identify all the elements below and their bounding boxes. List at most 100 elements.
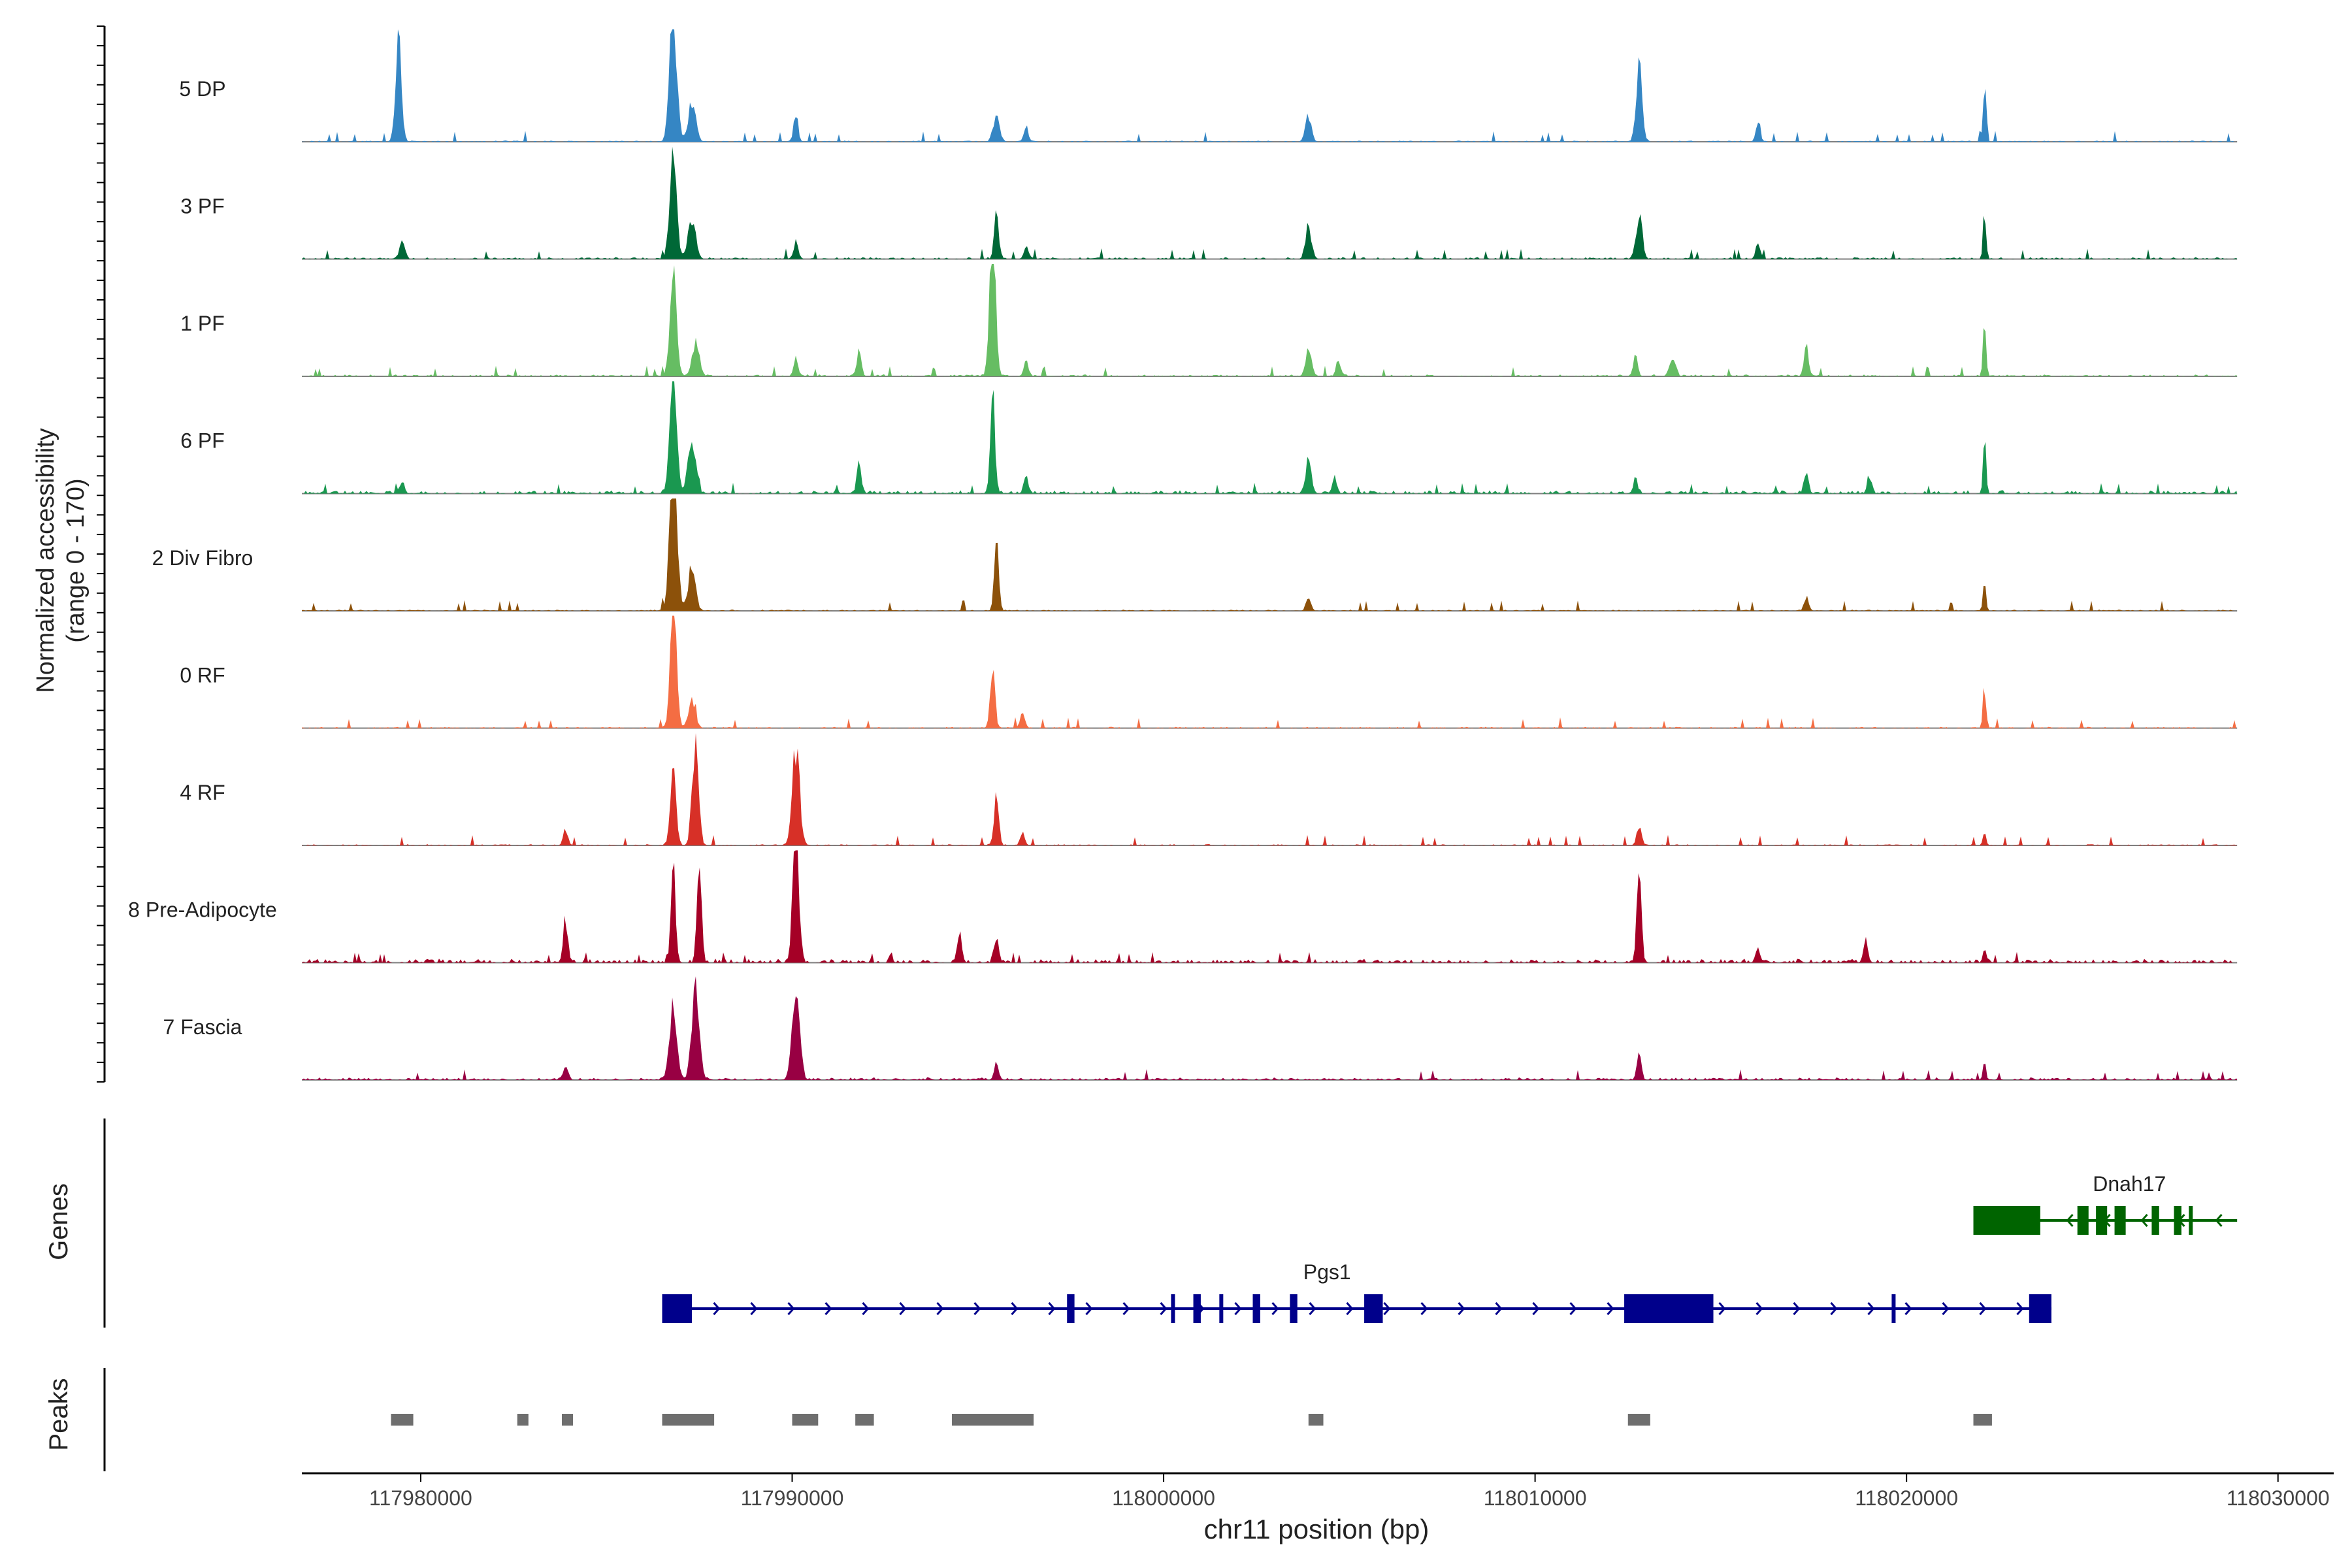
strand-arrow: [2016, 1302, 2024, 1315]
coverage-ylabel-line1: Normalized accessibility: [32, 428, 59, 693]
strand-arrow: [1904, 1302, 1912, 1315]
peak-region: [855, 1414, 874, 1426]
strand-arrow: [1383, 1302, 1391, 1315]
coverage-area: [302, 381, 2238, 494]
coverage-area: [302, 615, 2238, 728]
track-label: 1 PF: [180, 312, 225, 335]
x-tick-label: 118030000: [2227, 1486, 2330, 1510]
strand-arrow: [899, 1302, 907, 1315]
strand-arrow: [936, 1302, 944, 1315]
coverage-area: [302, 850, 2238, 963]
coverage-area: [302, 498, 2238, 611]
coverage-area: [302, 146, 2238, 259]
strand-arrow: [1942, 1302, 1950, 1315]
coverage-ylabel-line2: (range 0 - 170): [62, 478, 90, 642]
coverage-track-8-pre-adipocyte: 8 Pre-Adipocyte: [128, 850, 2238, 964]
gene-exon: [2096, 1206, 2108, 1235]
coverage-track-4-rf: 4 RF: [180, 733, 2238, 846]
track-label: 0 RF: [180, 664, 225, 687]
strand-arrow: [825, 1302, 832, 1315]
peak-region: [1308, 1414, 1324, 1426]
peak-region: [951, 1414, 1034, 1426]
strand-arrow: [1420, 1302, 1428, 1315]
x-tick-label: 117980000: [369, 1486, 472, 1510]
track-label: 7 Fascia: [163, 1015, 242, 1039]
strand-arrow: [1495, 1302, 1503, 1315]
strand-arrow: [1830, 1302, 1838, 1315]
strand-arrow: [1011, 1302, 1019, 1315]
strand-arrow: [862, 1302, 870, 1315]
strand-arrow: [1979, 1302, 1987, 1315]
strand-arrow: [750, 1302, 758, 1315]
strand-arrow: [1309, 1302, 1316, 1315]
strand-arrow: [973, 1302, 981, 1315]
strand-arrow: [1085, 1302, 1093, 1315]
track-label: 3 PF: [180, 195, 225, 218]
x-tick-label: 118010000: [1484, 1486, 1587, 1510]
gene-exon: [2189, 1206, 2193, 1235]
peak-region: [561, 1414, 574, 1426]
gene-exon: [2077, 1206, 2089, 1235]
coverage-area: [302, 733, 2238, 845]
coverage-track-1-pf: 1 PF: [180, 264, 2238, 377]
gene-exon: [662, 1294, 692, 1323]
coverage-track-0-rf: 0 RF: [180, 615, 2238, 729]
gene-name-label: Pgs1: [1303, 1260, 1351, 1284]
gene-pgs1: Pgs1: [662, 1260, 2051, 1323]
gene-exon: [1364, 1294, 1383, 1323]
gene-exon: [1290, 1294, 1298, 1323]
peak-region: [662, 1414, 715, 1426]
coverage-y-axis: [97, 25, 106, 1083]
gene-exon: [2114, 1206, 2126, 1235]
strand-arrow: [1532, 1302, 1540, 1315]
strand-arrow: [1607, 1302, 1614, 1315]
strand-arrow: [2140, 1214, 2148, 1227]
x-tick-label: 117990000: [741, 1486, 844, 1510]
strand-arrow: [1048, 1302, 1056, 1315]
strand-arrow: [2215, 1214, 2223, 1227]
coverage-area: [302, 976, 2238, 1080]
coverage-track-7-fascia: 7 Fascia: [163, 976, 2238, 1081]
coverage-track-2-div-fibro: 2 Div Fibro: [152, 498, 2238, 612]
gene-exon: [1624, 1294, 1714, 1323]
strand-arrow: [787, 1302, 795, 1315]
peak-region: [792, 1414, 819, 1426]
x-axis-label: chr11 position (bp): [1204, 1514, 1429, 1544]
strand-arrow: [1793, 1302, 1801, 1315]
coverage-area: [302, 264, 2238, 376]
strand-arrow: [1271, 1302, 1279, 1315]
genes-panel: Pgs1 Dnah17: [103, 1119, 2238, 1328]
gene-exon: [1067, 1294, 1075, 1323]
gene-exon: [2151, 1206, 2159, 1235]
coverage-track-3-pf: 3 PF: [180, 146, 2238, 260]
x-tick-label: 118020000: [1855, 1486, 1958, 1510]
strand-arrow: [2066, 1214, 2074, 1227]
strand-arrow: [1756, 1302, 1763, 1315]
gene-exon: [1171, 1294, 1175, 1323]
strand-arrow: [713, 1302, 721, 1315]
gene-name-label: Dnah17: [2093, 1172, 2166, 1196]
gene-exon: [1891, 1294, 1896, 1323]
strand-arrow: [1718, 1302, 1726, 1315]
peaks-panel: [103, 1368, 1992, 1471]
peak-region: [391, 1414, 414, 1426]
strand-arrow: [1458, 1302, 1465, 1315]
strand-arrow: [1346, 1302, 1354, 1315]
gene-exon: [1252, 1294, 1260, 1323]
track-label: 8 Pre-Adipocyte: [128, 898, 277, 922]
strand-arrow: [1569, 1302, 1577, 1315]
strand-arrow: [1867, 1302, 1875, 1315]
strand-arrow: [1122, 1302, 1130, 1315]
track-label: 4 RF: [180, 781, 225, 804]
x-tick-label: 118000000: [1112, 1486, 1215, 1510]
coverage-track-5-dp: 5 DP: [179, 29, 2238, 142]
strand-arrow: [1234, 1302, 1242, 1315]
strand-arrow: [1160, 1302, 1168, 1315]
gene-exon: [2174, 1206, 2181, 1235]
coverage-track-6-pf: 6 PF: [180, 381, 2238, 495]
peak-region: [517, 1414, 529, 1426]
x-axis: 117980000 117990000 118000000 118010000 1180…: [302, 1472, 2334, 1510]
gene-exon: [1193, 1294, 1201, 1323]
gene-dnah17: Dnah17: [1973, 1172, 2238, 1235]
